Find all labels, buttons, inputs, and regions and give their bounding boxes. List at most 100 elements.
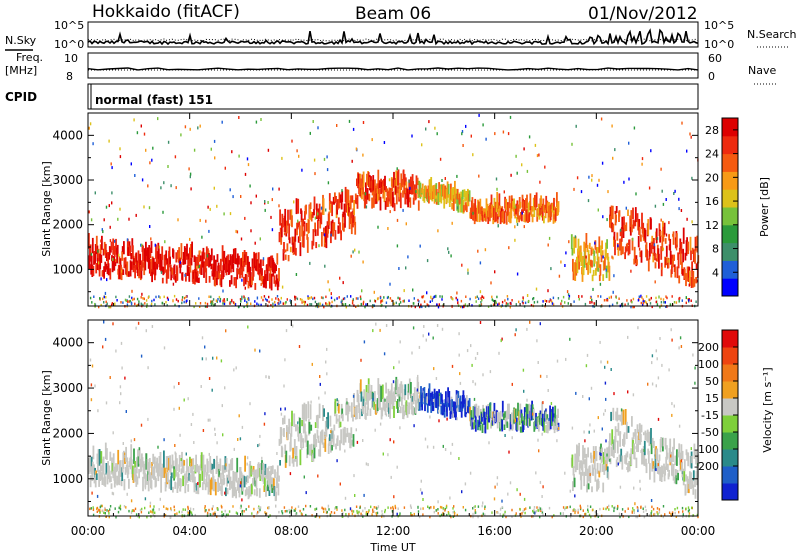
scatter-cell xyxy=(453,510,455,514)
scatter-cell xyxy=(658,508,661,511)
scatter-cell xyxy=(154,511,156,514)
scatter-cell xyxy=(651,382,654,386)
scatter-cell xyxy=(365,462,368,466)
scatter-cell xyxy=(656,357,658,361)
scatter-cell xyxy=(155,478,157,487)
scatter-cell xyxy=(566,506,569,509)
scatter-cell xyxy=(212,469,214,480)
scatter-cell xyxy=(374,179,376,193)
scatter-cell xyxy=(496,482,498,486)
scatter-cell xyxy=(174,155,177,159)
scatter-cell xyxy=(399,192,402,209)
scatter-cell xyxy=(148,511,150,514)
scatter-cell xyxy=(613,441,615,458)
scatter-cell xyxy=(421,183,424,194)
scatter-cell xyxy=(493,402,496,418)
scatter-cell xyxy=(643,432,645,436)
scatter-cell xyxy=(319,382,321,386)
scatter-cell xyxy=(674,508,676,511)
scatter-cell xyxy=(346,411,348,415)
scatter-cell xyxy=(604,381,607,385)
scatter-cell xyxy=(491,298,493,301)
y-tick-label: 4000 xyxy=(52,128,83,142)
scatter-cell xyxy=(381,407,384,417)
scatter-cell xyxy=(604,365,606,369)
scatter-cell xyxy=(552,303,555,306)
scatter-cell xyxy=(669,250,672,265)
scatter-cell xyxy=(186,265,189,276)
scatter-cell xyxy=(277,278,280,287)
scatter-cell xyxy=(460,299,463,303)
scatter-cell xyxy=(464,508,467,512)
scatter-cell xyxy=(539,507,542,510)
scatter-cell xyxy=(169,464,172,476)
scatter-cell xyxy=(341,213,344,231)
scatter-cell xyxy=(100,504,102,508)
colorbar-swatch xyxy=(722,466,738,484)
scatter-cell xyxy=(193,305,195,309)
colorbar-swatch xyxy=(722,364,738,382)
scatter-cell xyxy=(343,203,346,215)
scatter-cell xyxy=(301,513,303,516)
scatter-cell xyxy=(209,254,212,262)
scatter-cell xyxy=(615,296,617,299)
scatter-cell xyxy=(426,445,429,449)
scatter-cell xyxy=(314,508,316,511)
scatter-cell xyxy=(433,367,435,371)
scatter-cell xyxy=(184,273,186,277)
scatter-cell xyxy=(438,409,440,413)
scatter-cell xyxy=(633,246,636,263)
scatter-cell xyxy=(270,304,272,307)
scatter-cell xyxy=(309,202,312,209)
scatter-cell xyxy=(694,381,696,385)
scatter-cell xyxy=(91,237,94,254)
scatter-cell xyxy=(511,508,513,512)
scatter-cell xyxy=(254,348,256,352)
scatter-cell xyxy=(112,257,114,261)
scatter-cell xyxy=(689,471,691,484)
scatter-cell xyxy=(109,505,112,508)
scatter-cell xyxy=(536,506,538,509)
scatter-cell xyxy=(261,275,264,285)
scatter-cell xyxy=(514,238,516,242)
scatter-cell xyxy=(670,454,672,458)
scatter-cell xyxy=(151,158,153,162)
scatter-cell xyxy=(199,473,201,488)
scatter-cell xyxy=(395,301,397,305)
scatter-cell xyxy=(520,515,522,518)
scatter-cell xyxy=(264,412,266,416)
scatter-cell xyxy=(238,116,240,119)
scatter-cell xyxy=(507,297,509,301)
scatter-cell xyxy=(445,391,447,407)
scatter-cell xyxy=(682,513,684,516)
scatter-cell xyxy=(468,398,471,414)
scatter-cell xyxy=(296,297,299,301)
scatter-cell xyxy=(378,188,381,201)
scatter-cell xyxy=(691,506,693,510)
scatter-cell xyxy=(651,361,653,365)
scatter-cell xyxy=(509,306,511,309)
scatter-cell xyxy=(330,231,332,244)
scatter-cell xyxy=(314,300,317,304)
scatter-cell xyxy=(460,406,463,418)
scatter-cell xyxy=(299,509,301,513)
scatter-cell xyxy=(204,507,206,510)
scatter-cell xyxy=(503,413,505,421)
scatter-cell xyxy=(458,332,460,336)
scatter-cell xyxy=(177,218,179,222)
scatter-cell xyxy=(212,512,215,516)
scatter-cell xyxy=(348,512,350,516)
colorbar-swatch xyxy=(722,483,738,501)
scatter-cell xyxy=(484,505,486,508)
scatter-cell xyxy=(219,274,222,286)
scatter-cell xyxy=(670,513,672,516)
scatter-cell xyxy=(478,201,481,214)
scatter-cell xyxy=(593,458,596,470)
scatter-cell xyxy=(241,498,243,502)
scatter-cell xyxy=(574,508,576,512)
scatter-cell xyxy=(212,356,214,360)
scatter-cell xyxy=(516,216,518,223)
scatter-cell xyxy=(109,451,112,461)
scatter-cell xyxy=(652,252,655,263)
scatter-cell xyxy=(450,296,452,299)
